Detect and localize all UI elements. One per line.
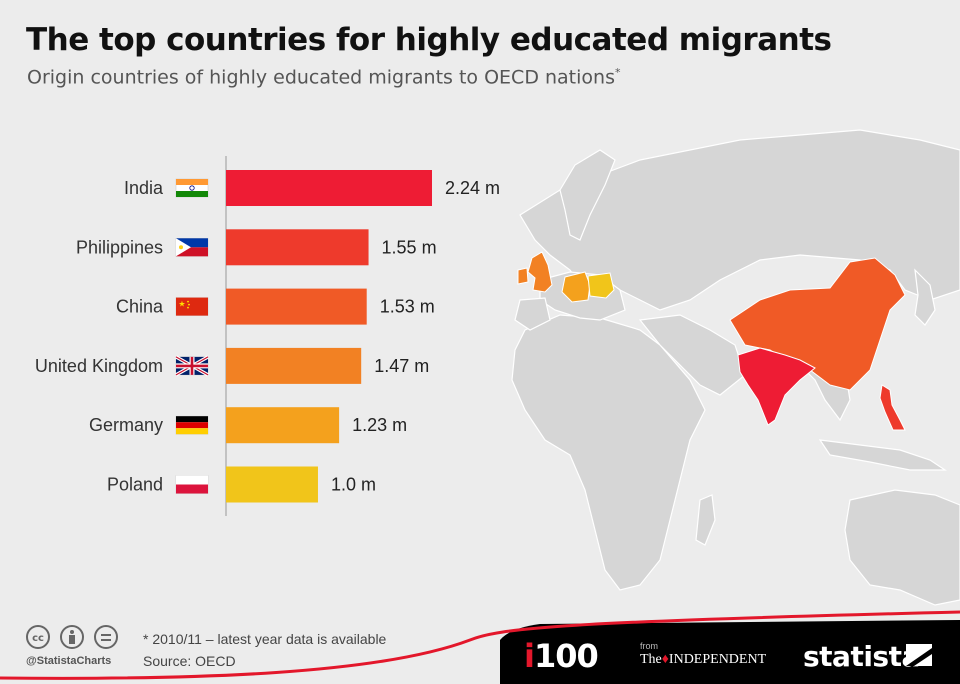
map-germany	[561, 271, 591, 303]
category-label: United Kingdom	[35, 356, 163, 376]
value-label: 1.53 m	[380, 297, 435, 317]
subtitle-text: Origin countries of highly educated migr…	[27, 66, 615, 89]
flag-poland-icon	[175, 475, 209, 494]
value-label: 1.0 m	[331, 475, 376, 495]
license-icons: cc	[26, 625, 118, 649]
category-label: Germany	[89, 415, 163, 435]
chart-title: The top countries for highly educated mi…	[26, 22, 832, 58]
eagle-icon: ♦	[661, 652, 669, 667]
footnote-text: * 2010/11 – latest year data is availabl…	[143, 631, 387, 647]
bar	[226, 407, 340, 444]
value-label: 1.47 m	[374, 356, 429, 376]
bar	[226, 347, 362, 384]
i100-logo: i100	[524, 637, 599, 675]
svg-text:cc: cc	[32, 633, 44, 644]
bar	[226, 229, 369, 266]
nd-icon	[94, 625, 118, 649]
flag-uk-icon	[175, 355, 209, 377]
bar	[226, 170, 432, 206]
footer-band	[500, 620, 960, 684]
independent-logo: The♦INDEPENDENT	[640, 652, 766, 668]
flag-china-icon: ★	[175, 297, 209, 316]
statista-handle: @StatistaCharts	[26, 655, 112, 667]
map-ireland	[517, 267, 529, 285]
value-label: 1.23 m	[352, 415, 407, 435]
map-uk	[527, 251, 553, 293]
value-label: 1.55 m	[382, 237, 437, 257]
from-label: from	[640, 641, 658, 651]
map-poland	[587, 272, 615, 299]
category-label: China	[116, 297, 164, 317]
category-label: India	[124, 178, 164, 198]
bar	[226, 288, 367, 325]
category-label: Poland	[107, 475, 163, 495]
map-philippines	[879, 384, 906, 431]
cc-icon: cc	[26, 625, 50, 649]
bar	[226, 466, 318, 503]
chart-subtitle: Origin countries of highly educated migr…	[27, 66, 620, 88]
svg-text:★: ★	[178, 300, 185, 309]
bar-chart: India 2.24 m Philippines 1.55 m China ★ 1.53 m…	[35, 156, 500, 516]
i100-logo-i: i	[524, 637, 535, 675]
independent-name: INDEPENDENT	[668, 652, 767, 667]
by-icon	[60, 625, 84, 649]
statista-logo: statista	[803, 640, 920, 673]
i100-logo-number: 100	[533, 637, 599, 675]
statista-mark-icon	[906, 644, 932, 666]
independent-the: The	[640, 652, 662, 667]
source-text: Source: OECD	[143, 653, 236, 669]
flag-philippines-icon	[175, 238, 209, 257]
category-label: Philippines	[76, 237, 163, 257]
map-india	[737, 347, 816, 426]
flag-india-icon	[175, 178, 209, 198]
value-label: 2.24 m	[445, 178, 500, 198]
flag-germany-icon	[175, 415, 209, 435]
footer-accent-line	[0, 610, 960, 680]
footnote: * 2010/11 – latest year data is availabl…	[143, 628, 386, 672]
subtitle-footnote-mark: *	[614, 66, 621, 79]
